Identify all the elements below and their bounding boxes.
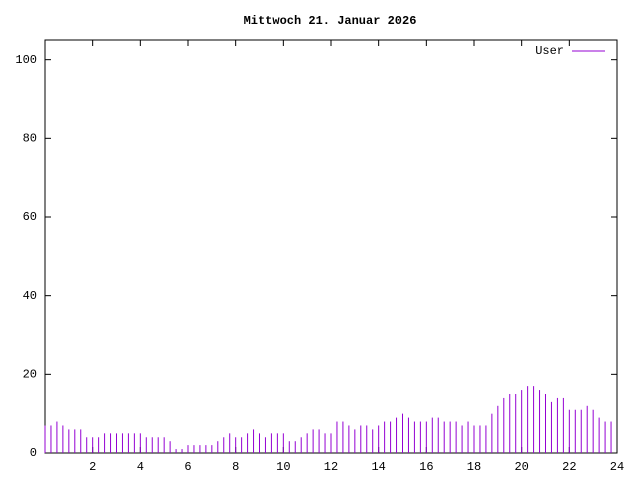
x-tick-label: 10 bbox=[276, 460, 290, 474]
legend-label: User bbox=[535, 44, 564, 58]
x-tick-label: 14 bbox=[371, 460, 385, 474]
chart-title: Mittwoch 21. Januar 2026 bbox=[244, 14, 417, 28]
x-tick-label: 6 bbox=[184, 460, 191, 474]
x-tick-label: 24 bbox=[610, 460, 624, 474]
y-tick-label: 100 bbox=[15, 53, 37, 67]
x-tick-label: 18 bbox=[467, 460, 481, 474]
plot-frame bbox=[44, 39, 618, 454]
y-tick-label: 60 bbox=[23, 210, 37, 224]
x-tick-label: 12 bbox=[324, 460, 338, 474]
y-tick-label: 0 bbox=[30, 446, 37, 460]
x-tick-label: 2 bbox=[89, 460, 96, 474]
y-tick-label: 80 bbox=[23, 132, 37, 146]
x-tick-label: 20 bbox=[514, 460, 528, 474]
x-tick-label: 8 bbox=[232, 460, 239, 474]
x-tick-label: 4 bbox=[137, 460, 144, 474]
y-tick-label: 40 bbox=[23, 289, 37, 303]
x-tick-label: 16 bbox=[419, 460, 433, 474]
x-tick-label: 22 bbox=[562, 460, 576, 474]
y-tick-label: 20 bbox=[23, 368, 37, 382]
